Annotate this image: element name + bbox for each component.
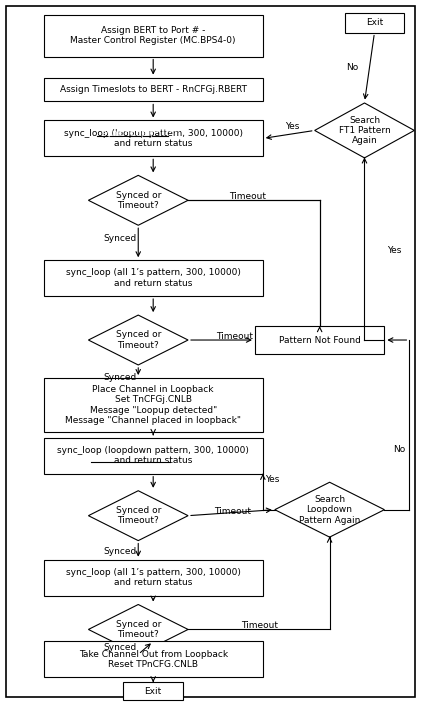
Text: Take Channel Out from Loopback
Reset TPnCFG.CNLB: Take Channel Out from Loopback Reset TPn… [79, 650, 228, 669]
Text: Search
FT1 Pattern
Again: Search FT1 Pattern Again [338, 115, 390, 146]
Text: Synced or
Timeout?: Synced or Timeout? [115, 506, 161, 525]
Text: Synced or
Timeout?: Synced or Timeout? [115, 330, 161, 349]
Text: No: No [393, 445, 405, 454]
Text: Synced or
Timeout?: Synced or Timeout? [115, 620, 161, 639]
Polygon shape [88, 315, 188, 365]
Bar [43, 438, 263, 474]
Text: Yes: Yes [265, 475, 279, 484]
Text: Yes: Yes [285, 122, 300, 131]
Text: Timeout: Timeout [241, 621, 278, 630]
Polygon shape [275, 482, 384, 537]
Text: Timeout: Timeout [229, 192, 266, 201]
Text: sync_loop (: sync_loop ( [102, 129, 153, 138]
Text: loopup pattern: loopup pattern [116, 125, 184, 134]
Text: sync_loop (loopup pattern, 300, 10000)
and return status: sync_loop (loopup pattern, 300, 10000) a… [64, 129, 242, 148]
Polygon shape [88, 175, 188, 225]
Bar [43, 560, 263, 595]
Bar [43, 641, 263, 678]
Text: Exit: Exit [144, 687, 162, 696]
Text: Place Channel in Loopback
Set TnCFGj.CNLB
Message "Loopup detected"
Message "Cha: Place Channel in Loopback Set TnCFGj.CNL… [65, 385, 241, 425]
Text: Synced: Synced [104, 233, 137, 243]
Text: Synced: Synced [104, 547, 137, 556]
Polygon shape [88, 605, 188, 654]
Text: Pattern Not Found: Pattern Not Found [279, 335, 360, 344]
Text: Timeout: Timeout [216, 332, 253, 340]
Text: Synced: Synced [104, 373, 137, 382]
Text: sync_loop (all 1’s pattern, 300, 10000)
and return status: sync_loop (all 1’s pattern, 300, 10000) … [66, 568, 241, 587]
Bar [43, 77, 263, 101]
Text: Assign BERT to Port # -
Master Control Register (MC.BPS4-0): Assign BERT to Port # - Master Control R… [70, 26, 236, 45]
Text: No: No [346, 63, 359, 72]
Bar [43, 15, 263, 56]
Text: sync_loop (loopdown pattern, 300, 10000)
and return status: sync_loop (loopdown pattern, 300, 10000)… [57, 446, 249, 465]
Bar [43, 260, 263, 296]
Text: Synced or
Timeout?: Synced or Timeout? [115, 191, 161, 210]
Bar [255, 326, 384, 354]
Polygon shape [314, 103, 414, 158]
Bar [344, 13, 404, 32]
Text: Search
Loopdown
Pattern Again: Search Loopdown Pattern Again [299, 495, 360, 524]
Bar [123, 683, 183, 700]
Text: Yes: Yes [387, 246, 402, 254]
Text: Synced: Synced [104, 643, 137, 652]
Bar [43, 120, 263, 156]
Bar [43, 378, 263, 432]
Text: sync_loop (all 1’s pattern, 300, 10000)
and return status: sync_loop (all 1’s pattern, 300, 10000) … [66, 269, 241, 288]
Text: Timeout: Timeout [214, 507, 251, 516]
Text: Exit: Exit [366, 18, 383, 27]
Polygon shape [88, 491, 188, 541]
Text: Assign Timeslots to BERT - RnCFGj.RBERT: Assign Timeslots to BERT - RnCFGj.RBERT [60, 85, 247, 94]
